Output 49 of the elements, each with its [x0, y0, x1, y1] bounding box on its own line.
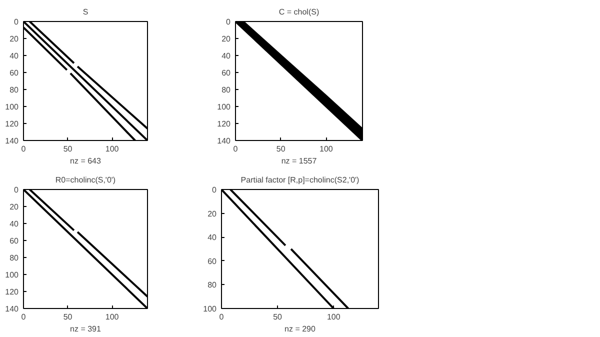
- x-tick-label: 50: [276, 144, 286, 154]
- chart-title: S: [82, 8, 88, 16]
- y-tick-label: 0: [212, 186, 218, 194]
- x-tick-label: 50: [273, 312, 283, 322]
- y-tick-label: 20: [208, 209, 218, 218]
- y-tick-label: 60: [10, 68, 20, 78]
- y-tick-label: 40: [10, 52, 20, 60]
- y-tick-label: 40: [222, 52, 232, 60]
- y-tick-label: 120: [217, 120, 232, 128]
- y-tick-label: 0: [14, 186, 20, 194]
- x-tick-label: 100: [105, 144, 120, 154]
- x-tick-label: 0: [21, 312, 26, 322]
- x-tick-label: 0: [21, 144, 26, 154]
- x-tick-label: 100: [326, 312, 341, 322]
- y-tick-label: 20: [222, 34, 232, 44]
- y-tick-label: 100: [217, 102, 232, 112]
- y-tick-label: 100: [5, 270, 20, 280]
- y-tick-label: 60: [10, 236, 20, 246]
- y-tick-label: 0: [14, 18, 20, 26]
- chart-title: R0=cholinc(S,'0'): [55, 176, 116, 184]
- y-tick-label: 60: [208, 256, 218, 266]
- y-tick-label: 20: [10, 202, 20, 212]
- x-tick-label: 50: [63, 312, 73, 322]
- x-tick-label: 100: [320, 144, 334, 154]
- y-tick-label: 80: [10, 86, 20, 94]
- y-tick-label: 80: [208, 280, 218, 290]
- y-tick-label: 60: [222, 68, 232, 78]
- y-tick-label: 120: [5, 120, 20, 128]
- x-tick-label: 0: [233, 144, 238, 154]
- y-tick-label: 100: [5, 102, 20, 112]
- y-tick-label: 40: [208, 233, 218, 242]
- y-tick-label: 0: [226, 18, 232, 26]
- x-axis-title: nz = 290: [284, 324, 316, 334]
- y-tick-label: 140: [5, 304, 20, 314]
- x-tick-label: 100: [105, 312, 120, 322]
- x-tick-label: 50: [63, 144, 73, 154]
- y-tick-label: 140: [5, 136, 20, 146]
- x-axis-title: nz = 643: [70, 156, 102, 166]
- y-tick-label: 40: [10, 220, 20, 228]
- chart-title: C = chol(S): [278, 8, 320, 16]
- y-tick-label: 20: [10, 34, 20, 44]
- x-axis-title: nz = 1557: [281, 156, 318, 166]
- y-tick-label: 120: [5, 288, 20, 296]
- y-tick-label: 80: [10, 254, 20, 262]
- y-tick-label: 100: [203, 304, 218, 314]
- x-axis-title: nz = 391: [70, 324, 102, 334]
- chart-title: Partial factor [R,p]=cholinc(S2,'0'): [240, 176, 360, 184]
- y-tick-label: 80: [222, 86, 232, 94]
- y-tick-label: 140: [217, 136, 232, 146]
